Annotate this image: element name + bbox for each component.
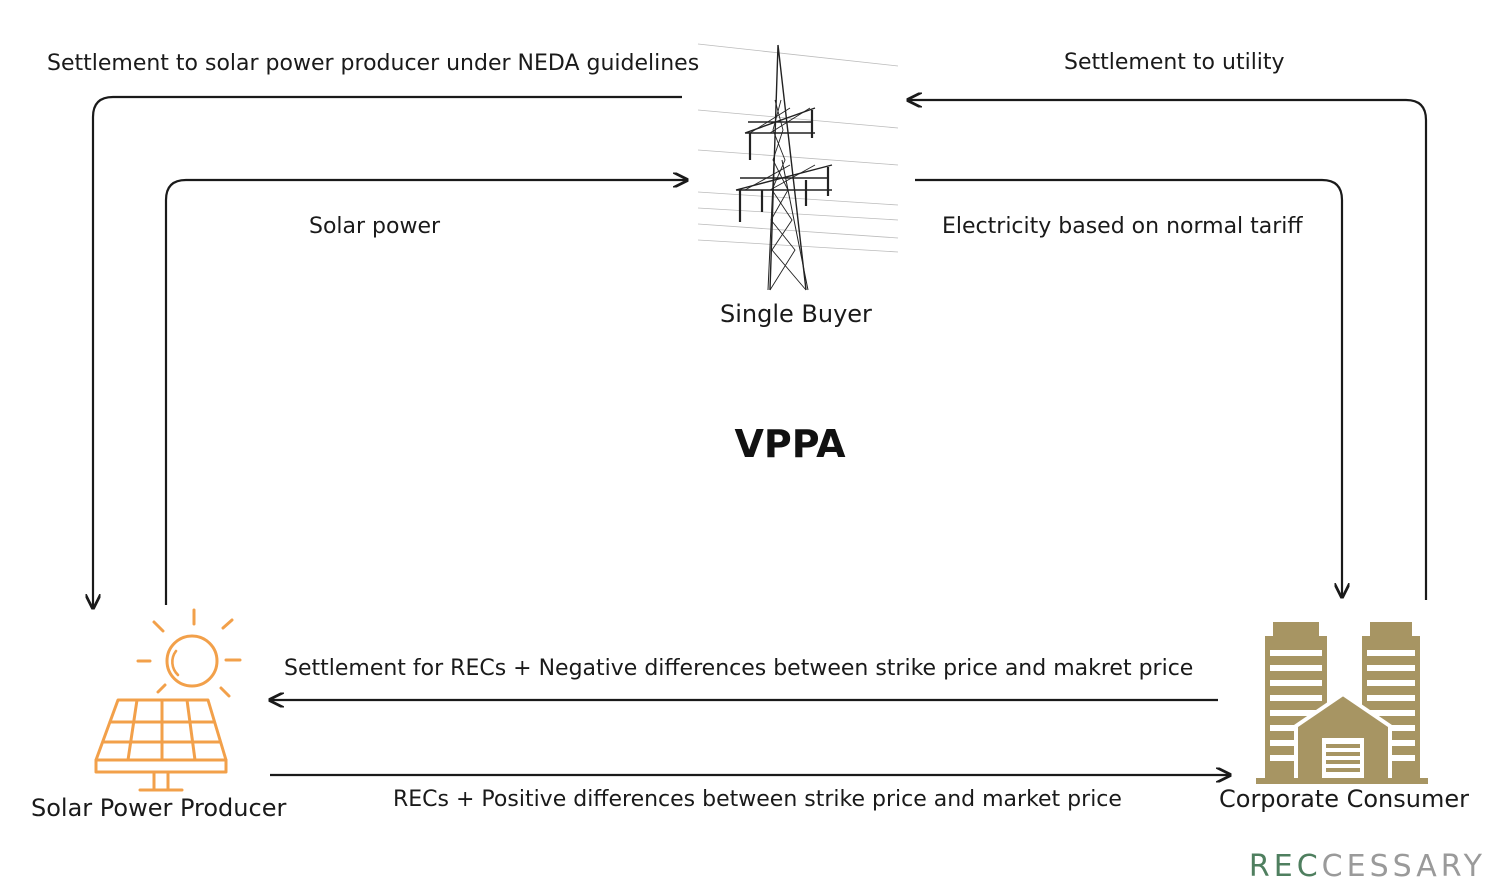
arrow-electricity-tariff — [915, 178, 1342, 597]
sun-icon — [136, 608, 242, 698]
brand-suffix: CESSARY — [1321, 849, 1486, 884]
arrow-solar-power — [164, 180, 687, 605]
arrow-settlement-to-producer — [93, 95, 682, 608]
label-corporate-consumer: Corporate Consumer — [1219, 785, 1469, 813]
label-recs-positive: RECs + Positive differences between stri… — [393, 787, 1122, 812]
label-solar-producer: Solar Power Producer — [31, 794, 287, 822]
solar-panel-icon — [94, 608, 242, 792]
label-single-buyer: Single Buyer — [720, 300, 872, 328]
label-settlement-to-producer: Settlement to solar power producer under… — [47, 51, 700, 76]
label-solar-power: Solar power — [309, 214, 441, 239]
brand-logo: RECCESSARY — [1249, 852, 1486, 882]
label-settlement-to-utility: Settlement to utility — [1064, 50, 1285, 75]
transmission-tower-icon — [697, 43, 899, 291]
diagram-title: VPPA — [734, 422, 846, 466]
arrow-settlement-to-utility — [908, 100, 1428, 600]
corporate-building-icon — [1256, 622, 1428, 784]
label-electricity-tariff: Electricity based on normal tariff — [942, 214, 1303, 239]
label-settlement-recs-negative: Settlement for RECs + Negative differenc… — [284, 656, 1194, 681]
brand-prefix: REC — [1248, 849, 1322, 884]
